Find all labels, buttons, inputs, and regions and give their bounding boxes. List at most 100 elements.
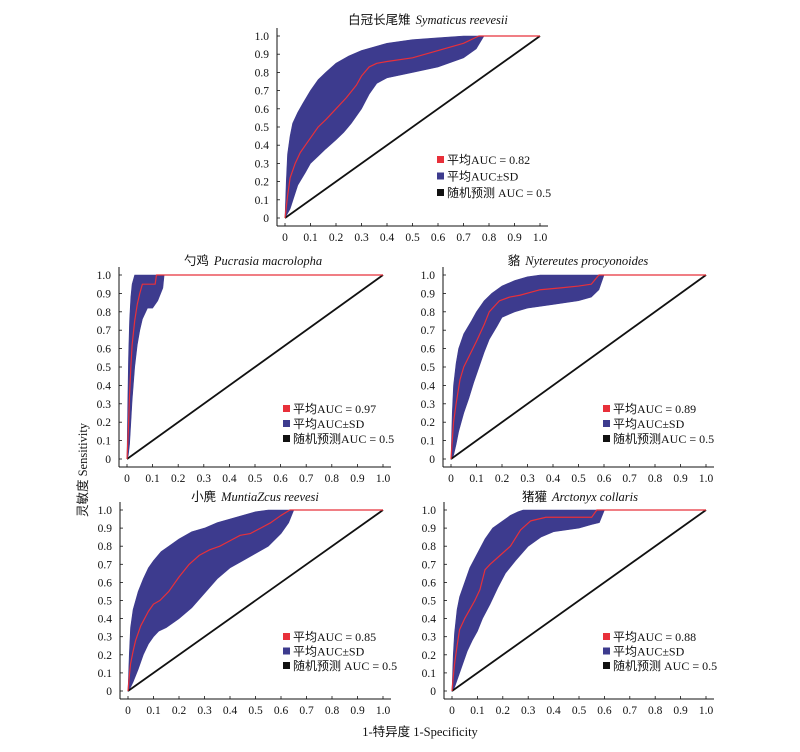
y-tick-label: 0.1 bbox=[422, 668, 437, 680]
y-tick-label: 0.7 bbox=[255, 86, 270, 98]
x-tick-label: 0.3 bbox=[521, 705, 536, 717]
legend-label: 平均AUC = 0.85 bbox=[293, 630, 376, 644]
chart-panels: 0 0.1 0.2 0.3 0.4 0.5 0.6 0.7 0.8 0.9 1.0 0 0.1 0.2 0.… bbox=[97, 12, 717, 717]
roc-chart-panel: 0 0.1 0.2 0.3 0.4 0.5 0.6 0.7 0.8 0.9 1.0 0 0.1 0.2 0.… bbox=[255, 12, 551, 244]
x-tick-label: 0.2 bbox=[496, 705, 511, 717]
legend-swatch bbox=[283, 647, 290, 655]
y-tick-label: 1.0 bbox=[421, 270, 436, 282]
y-tick-label: 0.3 bbox=[98, 632, 113, 644]
x-tick-label: 0.9 bbox=[507, 232, 522, 244]
legend-swatch bbox=[603, 662, 610, 669]
x-tick-label: 0.5 bbox=[572, 705, 587, 717]
legend-item: 随机预测 AUC = 0.5 bbox=[283, 658, 397, 673]
x-tick-label: 0.6 bbox=[597, 473, 612, 485]
x-tick-label: 0.2 bbox=[329, 232, 344, 244]
random-diagonal-line bbox=[451, 509, 707, 692]
legend-swatch bbox=[603, 633, 610, 640]
y-tick-label: 0.9 bbox=[421, 288, 436, 300]
x-tick-label: 0 bbox=[449, 705, 455, 717]
y-tick-label: 0.9 bbox=[97, 288, 112, 300]
y-tick-label: 0.8 bbox=[255, 67, 270, 79]
mean-roc-line bbox=[451, 509, 706, 692]
y-tick-label: 0 bbox=[429, 454, 435, 466]
sd-band bbox=[450, 274, 605, 460]
x-tick-label: 0.7 bbox=[456, 232, 471, 244]
roc-chart-panel: 0 0.1 0.2 0.3 0.4 0.5 0.6 0.7 0.8 0.9 1.0 0 0.1 0.2 0.… bbox=[421, 253, 714, 485]
y-tick-label: 0.3 bbox=[422, 632, 437, 644]
legend-item: 平均AUC±SD bbox=[437, 170, 519, 184]
x-tick-label: 0.9 bbox=[350, 473, 365, 485]
x-tick-label: 0 bbox=[125, 705, 131, 717]
x-tick-label: 0.8 bbox=[482, 232, 497, 244]
y-tick-label: 1.0 bbox=[98, 505, 113, 517]
x-tick-label: 0 bbox=[282, 232, 288, 244]
chart-title: 小麂 MuntiaZcus reevesi bbox=[191, 489, 319, 504]
legend-swatch bbox=[437, 172, 444, 180]
y-tick-label: 0.4 bbox=[98, 614, 113, 626]
legend-label: 随机预测 AUC = 0.5 bbox=[447, 185, 551, 200]
chart-title-chinese: 白冠长尾雉 bbox=[348, 12, 411, 27]
x-tick-label: 1.0 bbox=[699, 473, 714, 485]
y-tick-label: 0.5 bbox=[97, 362, 112, 374]
legend-label: 平均AUC = 0.88 bbox=[613, 630, 696, 644]
chart-title-latin: Nytereutes procyonoides bbox=[524, 254, 648, 268]
x-tick-label: 0.3 bbox=[197, 473, 212, 485]
legend-label: 随机预测 AUC = 0.5 bbox=[613, 658, 717, 673]
x-tick-label: 0.4 bbox=[546, 473, 561, 485]
x-tick-label: 0.4 bbox=[223, 705, 238, 717]
y-tick-label: 0.7 bbox=[422, 559, 437, 571]
legend-label: 平均AUC±SD bbox=[293, 417, 365, 431]
y-tick-label: 0.4 bbox=[421, 380, 436, 392]
legend-label: 平均AUC = 0.89 bbox=[613, 402, 696, 416]
x-tick-label: 1.0 bbox=[376, 705, 391, 717]
y-tick-label: 0.3 bbox=[97, 399, 112, 411]
y-tick-label: 0.1 bbox=[421, 436, 436, 448]
x-tick-label: 0.6 bbox=[273, 473, 288, 485]
y-tick-label: 1.0 bbox=[255, 31, 270, 43]
x-tick-label: 1.0 bbox=[376, 473, 391, 485]
legend-label: 随机预测 AUC = 0.5 bbox=[293, 658, 397, 673]
legend-item: 随机预测 AUC = 0.5 bbox=[603, 658, 717, 673]
x-tick-label: 0.8 bbox=[325, 473, 340, 485]
legend-item: 平均AUC = 0.82 bbox=[437, 153, 530, 167]
legend-swatch bbox=[283, 633, 290, 640]
chart-title-latin: MuntiaZcus reevesi bbox=[220, 490, 319, 504]
y-tick-label: 0.8 bbox=[98, 541, 113, 553]
legend-item: 平均AUC±SD bbox=[603, 645, 685, 659]
x-tick-label: 0.1 bbox=[303, 232, 318, 244]
legend-item: 平均AUC±SD bbox=[283, 417, 365, 431]
random-diagonal-line bbox=[127, 509, 384, 692]
legend-swatch bbox=[437, 156, 444, 163]
legend-item: 平均AUC±SD bbox=[603, 417, 685, 431]
y-tick-label: 0.6 bbox=[98, 577, 113, 589]
x-tick-label: 0.9 bbox=[673, 473, 688, 485]
mean-roc-line bbox=[127, 509, 383, 692]
legend-swatch bbox=[437, 189, 444, 196]
y-tick-label: 0.2 bbox=[422, 650, 437, 662]
chart-title-latin: Arctonyx collaris bbox=[551, 490, 638, 504]
y-tick-label: 0.6 bbox=[97, 344, 112, 356]
random-diagonal-line bbox=[126, 274, 384, 460]
chart-title: 貉 Nytereutes procyonoides bbox=[508, 253, 649, 268]
legend-item: 平均AUC = 0.85 bbox=[283, 630, 376, 644]
legend-swatch bbox=[283, 662, 290, 669]
x-tick-label: 0.3 bbox=[520, 473, 535, 485]
legend-label: 平均AUC±SD bbox=[447, 170, 519, 184]
x-tick-label: 0.7 bbox=[299, 473, 314, 485]
x-tick-label: 0.5 bbox=[405, 232, 420, 244]
x-tick-label: 0.4 bbox=[546, 705, 561, 717]
y-tick-label: 0.4 bbox=[97, 380, 112, 392]
y-tick-label: 0.7 bbox=[421, 325, 436, 337]
y-tick-label: 0.3 bbox=[421, 399, 436, 411]
legend-label: 平均AUC±SD bbox=[613, 417, 685, 431]
legend-swatch bbox=[603, 420, 610, 427]
x-tick-label: 0.6 bbox=[597, 705, 612, 717]
y-tick-label: 0.5 bbox=[98, 596, 113, 608]
y-tick-label: 0.7 bbox=[97, 325, 112, 337]
legend-swatch bbox=[603, 435, 610, 442]
